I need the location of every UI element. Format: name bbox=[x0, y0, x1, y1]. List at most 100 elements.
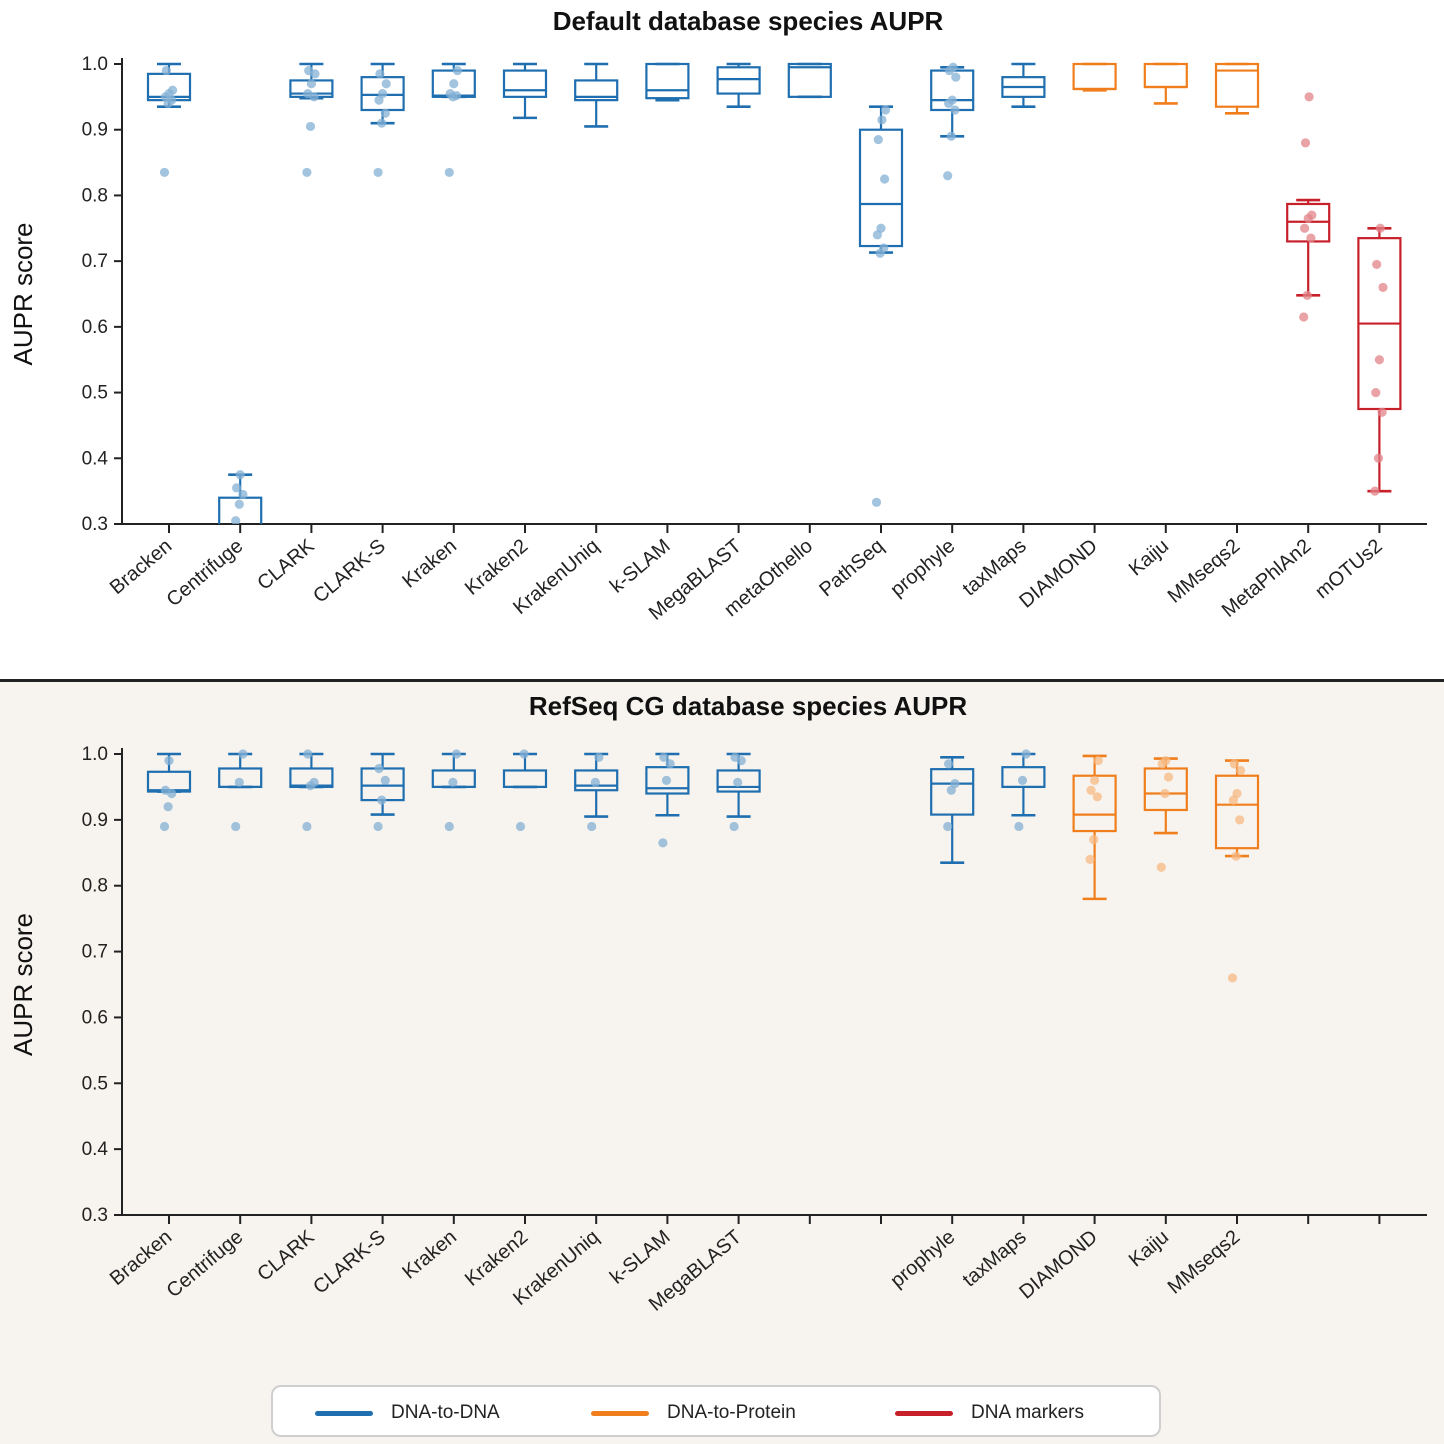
data-point bbox=[665, 759, 675, 769]
x-tick-label: k-SLAM bbox=[606, 535, 675, 598]
data-point bbox=[168, 85, 178, 95]
data-point bbox=[304, 65, 314, 76]
box-iqr bbox=[1143, 767, 1188, 812]
data-point bbox=[163, 802, 173, 812]
y-tick-label: 1.0 bbox=[82, 54, 108, 75]
box-MMseqs2 bbox=[1214, 62, 1260, 115]
data-point bbox=[302, 167, 312, 178]
y-axis-label: AUPR score bbox=[8, 222, 38, 365]
data-point bbox=[879, 243, 889, 253]
x-tick-label: Bracken bbox=[106, 1226, 176, 1290]
data-point bbox=[1373, 453, 1384, 463]
data-point bbox=[444, 167, 454, 178]
data-point bbox=[303, 749, 313, 759]
box-iqr bbox=[645, 62, 690, 100]
y-tick-label: 0.9 bbox=[82, 810, 108, 831]
data-point bbox=[238, 489, 248, 500]
data-point bbox=[880, 174, 890, 184]
data-point bbox=[1371, 387, 1381, 398]
box-Kraken2 bbox=[502, 749, 548, 832]
y-tick-label: 0.3 bbox=[82, 1205, 108, 1226]
x-tick-label: k-SLAM bbox=[606, 1226, 675, 1289]
data-point bbox=[1021, 749, 1031, 759]
y-tick-label: 1.0 bbox=[82, 744, 108, 765]
legend-label-dna-to-dna: DNA-to-DNA bbox=[391, 1402, 500, 1423]
box-iqr bbox=[574, 79, 619, 102]
data-point bbox=[1093, 755, 1103, 766]
box-iqr bbox=[1143, 62, 1188, 89]
bottom-panel-background bbox=[0, 681, 1444, 1444]
box-CLARK-S bbox=[360, 62, 405, 178]
data-point bbox=[232, 483, 242, 493]
data-point bbox=[303, 88, 313, 99]
data-point bbox=[1300, 223, 1310, 233]
x-tick-label: CLARK-S bbox=[309, 1226, 390, 1299]
data-point bbox=[943, 171, 953, 181]
box-Bracken bbox=[146, 752, 192, 832]
x-tick-label: MMseqs2 bbox=[1164, 1226, 1245, 1299]
data-point bbox=[943, 821, 953, 832]
data-point bbox=[873, 134, 883, 145]
x-tick-label: taxMaps bbox=[959, 535, 1031, 600]
data-point bbox=[658, 838, 668, 848]
box-Bracken bbox=[146, 62, 192, 178]
box-taxMaps bbox=[1001, 749, 1046, 832]
data-point bbox=[451, 749, 462, 759]
data-point bbox=[306, 79, 316, 89]
data-point bbox=[234, 499, 244, 509]
legend-swatch-dna-markers bbox=[895, 1410, 953, 1416]
data-point bbox=[1306, 233, 1316, 243]
x-tick-label: Kraken2 bbox=[461, 535, 532, 600]
data-point bbox=[1229, 759, 1239, 769]
box-Kraken bbox=[431, 749, 476, 832]
data-point bbox=[309, 777, 319, 787]
box-MegaBLAST bbox=[716, 62, 761, 109]
data-point bbox=[871, 497, 882, 507]
data-point bbox=[1374, 355, 1384, 365]
data-point bbox=[159, 821, 170, 832]
data-point bbox=[445, 88, 455, 99]
data-point bbox=[661, 775, 672, 785]
y-tick-label: 0.4 bbox=[82, 1139, 109, 1160]
x-tick-label: Kaiju bbox=[1125, 535, 1173, 580]
box-prophyle bbox=[930, 62, 975, 181]
data-point bbox=[880, 105, 891, 115]
box-Kaiju bbox=[1143, 755, 1188, 872]
box-CLARK bbox=[289, 62, 334, 178]
y-axis-label: AUPR score bbox=[8, 913, 38, 1056]
data-point bbox=[1302, 290, 1312, 300]
y-tick-label: 0.4 bbox=[82, 448, 109, 469]
data-point bbox=[449, 79, 459, 89]
data-point bbox=[1300, 138, 1311, 148]
data-point bbox=[876, 223, 886, 233]
data-point bbox=[1232, 788, 1242, 799]
data-point bbox=[950, 105, 960, 115]
data-point bbox=[231, 516, 241, 524]
legend-swatch-dna-to-protein bbox=[591, 1410, 649, 1416]
plot-area bbox=[146, 749, 1260, 983]
data-point bbox=[1231, 851, 1241, 861]
x-tick-label: taxMaps bbox=[959, 1226, 1031, 1291]
data-point bbox=[950, 779, 960, 789]
data-point bbox=[946, 131, 956, 141]
x-tick-label: Kraken bbox=[398, 1226, 461, 1284]
box-mOTUs2 bbox=[1357, 223, 1402, 496]
data-point bbox=[659, 752, 669, 762]
data-point bbox=[587, 821, 597, 832]
data-point bbox=[730, 752, 740, 762]
box-MMseqs2 bbox=[1214, 759, 1260, 983]
data-point bbox=[594, 752, 604, 762]
data-point bbox=[1160, 788, 1170, 799]
box-DIAMOND bbox=[1072, 62, 1117, 92]
data-point bbox=[373, 167, 383, 178]
box-iqr bbox=[716, 66, 761, 95]
legend-label-dna-to-protein: DNA-to-Protein bbox=[667, 1402, 796, 1423]
data-point bbox=[1156, 862, 1166, 872]
data-point bbox=[302, 821, 312, 832]
y-tick-label: 0.5 bbox=[82, 383, 108, 404]
data-point bbox=[235, 470, 245, 480]
box-Kraken2 bbox=[502, 62, 548, 120]
box-iqr bbox=[1214, 62, 1260, 108]
data-point bbox=[380, 775, 390, 785]
data-point bbox=[733, 777, 743, 787]
